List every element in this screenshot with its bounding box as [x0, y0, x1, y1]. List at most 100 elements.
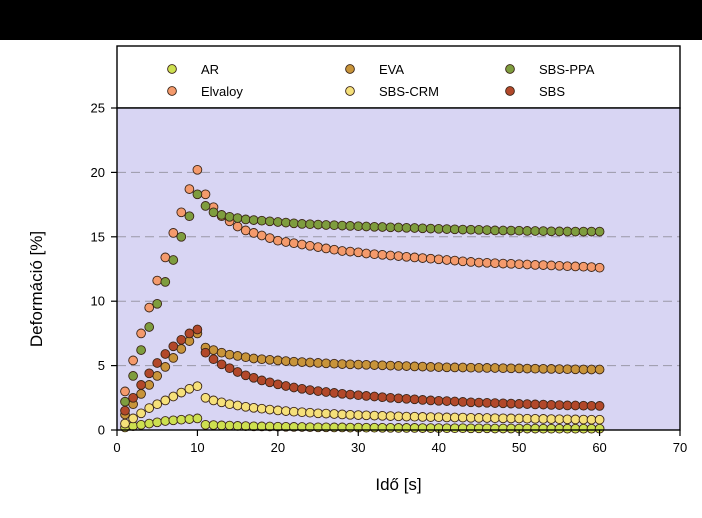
point-ar: [192, 413, 203, 424]
point-ar: [466, 423, 476, 434]
point-eva: [522, 363, 533, 374]
point-ar: [522, 423, 533, 434]
point-sbs-crm: [224, 399, 235, 410]
point-elvaloy: [514, 259, 524, 270]
point-elvaloy: [409, 252, 420, 263]
point-elvaloy: [337, 246, 348, 256]
point-eva: [586, 364, 597, 375]
point-sbs-ppa: [401, 222, 412, 233]
legend-label-sbs-crm: SBS-CRM: [379, 84, 439, 99]
point-sbs-ppa: [594, 226, 605, 237]
point-sbs-ppa: [562, 226, 573, 237]
point-ar: [216, 420, 227, 431]
point-eva: [321, 358, 331, 369]
point-eva: [514, 363, 524, 374]
point-eva: [594, 364, 605, 375]
point-elvaloy: [192, 164, 203, 175]
point-eva: [554, 364, 565, 374]
point-ar: [168, 415, 179, 426]
point-eva: [449, 362, 460, 373]
point-sbs-crm: [417, 412, 428, 422]
point-sbs: [281, 381, 291, 391]
point-sbs-crm: [192, 381, 203, 392]
point-sbs: [337, 388, 348, 399]
point-elvaloy: [264, 233, 275, 243]
y-tick-label: 20: [91, 165, 105, 180]
point-sbs-crm: [160, 395, 171, 406]
point-ar: [401, 423, 412, 433]
point-sbs-ppa: [498, 225, 508, 236]
point-sbs-ppa: [160, 277, 171, 287]
point-sbs: [240, 370, 251, 381]
point-eva: [353, 359, 364, 370]
point-eva: [152, 371, 163, 381]
point-eva: [264, 354, 275, 365]
y-axis-title: Deformáció [%]: [27, 231, 46, 347]
point-elvaloy: [490, 258, 500, 269]
point-sbs-crm: [176, 387, 187, 398]
x-tick-label: 50: [512, 440, 526, 455]
point-eva: [578, 364, 589, 375]
point-sbs-crm: [530, 413, 541, 424]
x-axis-title: Idő [s]: [375, 475, 421, 494]
point-sbs-crm: [297, 407, 307, 418]
point-sbs-crm: [369, 410, 380, 421]
point-sbs-crm: [216, 397, 227, 408]
point-eva: [289, 356, 299, 367]
point-ar: [240, 421, 251, 431]
legend-marker-sbs-ppa: [505, 64, 515, 74]
point-sbs: [449, 396, 460, 407]
point-sbs-ppa: [345, 221, 356, 231]
point-sbs-crm: [289, 406, 299, 417]
point-sbs-ppa: [369, 221, 380, 232]
point-eva: [474, 362, 484, 373]
point-sbs: [136, 380, 146, 390]
point-elvaloy: [329, 244, 340, 255]
point-eva: [457, 362, 468, 373]
point-sbs: [192, 324, 203, 335]
point-eva: [393, 361, 404, 371]
point-sbs-ppa: [297, 219, 307, 229]
point-eva: [256, 354, 267, 365]
legend-marker-elvaloy: [167, 86, 177, 96]
point-eva: [248, 353, 259, 364]
point-elvaloy: [546, 260, 557, 271]
point-sbs-ppa: [417, 223, 428, 234]
point-elvaloy: [562, 261, 573, 272]
y-tick-label: 5: [98, 358, 105, 373]
point-sbs-crm: [240, 401, 251, 412]
point-sbs: [273, 379, 283, 390]
point-ar: [474, 423, 484, 434]
point-sbs-crm: [321, 408, 331, 419]
point-eva: [224, 349, 235, 360]
point-eva: [160, 362, 171, 372]
point-eva: [313, 358, 323, 368]
point-sbs-crm: [136, 408, 146, 419]
point-sbs-ppa: [578, 226, 589, 237]
point-sbs-crm: [264, 404, 275, 415]
point-sbs-crm: [522, 413, 533, 424]
point-sbs-ppa: [305, 219, 315, 230]
point-sbs-ppa: [449, 224, 460, 235]
point-sbs-crm: [498, 413, 508, 424]
point-eva: [385, 360, 396, 371]
point-eva: [337, 359, 348, 369]
point-sbs-ppa: [184, 211, 195, 222]
point-sbs-ppa: [136, 345, 146, 355]
point-ar: [136, 419, 146, 430]
point-sbs-crm: [457, 412, 468, 423]
point-ar: [152, 417, 163, 428]
point-elvaloy: [466, 257, 476, 267]
point-sbs-ppa: [120, 396, 130, 407]
point-sbs: [297, 383, 307, 394]
point-sbs-crm: [353, 410, 364, 420]
point-sbs-ppa: [224, 211, 235, 222]
point-ar: [200, 419, 211, 430]
point-eva: [466, 362, 476, 373]
point-sbs: [490, 398, 500, 408]
point-elvaloy: [353, 247, 364, 258]
point-sbs-ppa: [409, 223, 420, 233]
point-sbs: [385, 392, 396, 403]
x-tick-label: 0: [113, 440, 120, 455]
point-ar: [393, 423, 404, 433]
